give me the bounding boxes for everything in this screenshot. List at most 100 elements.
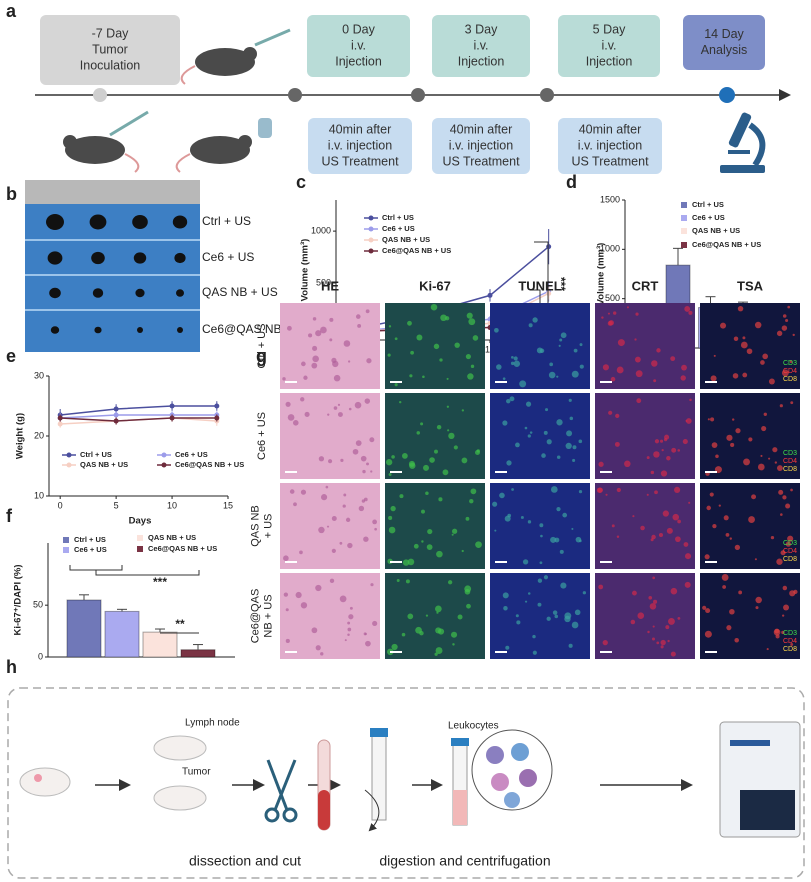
micrograph-texture [448,432,455,440]
legend-label: Ctrl + US [80,450,112,459]
micrograph-texture [527,592,531,595]
panel-label: g [256,346,267,366]
micrograph-texture [331,548,336,553]
tumor [133,252,147,264]
micrograph-texture [634,356,641,363]
micrograph-texture [615,413,620,418]
treatment-box [558,118,662,174]
micrograph-texture [312,317,317,321]
micrograph-texture [332,360,339,368]
micrograph-texture [348,407,352,411]
workflow-caption: digestion and centrifugation [379,853,550,869]
timeline-dot [411,88,425,102]
micrograph-texture [283,592,289,597]
micrograph-texture [793,589,798,595]
micrograph [490,573,590,659]
timeline-dot [93,88,107,102]
tumor-photo [25,180,200,352]
micrograph-texture [598,584,604,590]
micrograph-texture [616,535,620,538]
micrograph-texture [640,525,645,531]
micrograph-texture [451,533,454,536]
micrograph-texture [515,614,519,618]
scale-bar [495,471,507,473]
micrograph-texture [578,539,582,543]
micrograph-texture [385,459,393,466]
micrograph-texture [295,591,302,599]
micrograph-texture [347,627,352,632]
y-tick-label: 1000 [311,225,331,235]
box-text: i.v. injection [449,138,513,152]
scale-bar [705,471,717,473]
micrograph-texture [718,504,721,507]
micrograph-texture [365,640,371,647]
micrograph-texture [675,536,681,543]
panel-label: b [6,184,17,204]
workflow-label: Lymph node [185,718,240,729]
micrograph-texture [361,499,366,503]
micrograph-texture [554,614,559,619]
micrograph-texture [667,639,670,643]
legend-swatch [63,547,69,553]
panel-label: c [296,172,306,192]
micrograph-texture [457,614,463,620]
micrograph-texture [287,414,295,421]
micrograph-texture [781,325,788,331]
micrograph-texture [572,445,577,450]
legend-swatch [368,237,374,243]
box-text: i.v. injection [578,138,642,152]
micrograph-texture [566,430,573,437]
micrograph [280,573,380,659]
micrograph-texture [682,438,688,445]
data-point [113,412,119,418]
micrograph-texture [704,554,710,560]
micrograph-texture [407,320,412,326]
scale-bar [600,561,612,563]
panel-label: e [6,346,16,366]
micrograph-texture [792,333,795,337]
x-tick-label: 15 [223,500,233,510]
micrograph-texture [572,458,576,462]
micrograph-texture [710,375,717,382]
micrograph-texture [647,630,650,634]
micrograph-texture [782,314,787,318]
micrograph-texture [543,575,549,580]
micrograph [490,393,590,479]
box-text: US Treatment [571,154,649,168]
micrograph-texture [527,520,532,524]
micrograph-texture [652,637,655,641]
workflow-caption: dissection and cut [189,853,301,869]
micrograph-texture [774,461,778,464]
micrograph-texture [539,348,545,354]
micrograph-texture [304,411,310,417]
micrograph-texture [748,437,753,442]
micrograph-texture [677,449,681,452]
micrograph-texture [712,523,717,529]
micrograph-texture [684,581,691,588]
micrograph-texture [301,361,306,367]
micrograph-texture [681,364,687,371]
micrograph-texture [344,639,347,642]
micrograph-texture [664,434,670,440]
micrograph-texture [399,494,404,499]
micrograph-texture [331,516,337,522]
significance: *** [554,277,568,291]
data-point [113,406,119,412]
micrograph-texture [656,641,660,645]
micrograph-texture [509,396,515,402]
micrograph [595,393,695,479]
micrograph-texture [754,558,757,561]
y-tick-label: 0 [38,651,43,661]
micrograph-texture [362,469,366,474]
tumor [172,215,188,229]
scale-bar [600,651,612,653]
micrograph [280,393,380,479]
micrograph-texture [461,457,468,464]
micrograph-texture [420,422,424,426]
micrograph-texture [607,312,610,315]
micrograph-texture [410,350,414,355]
micrograph-texture [328,459,333,464]
micrograph-texture [710,417,715,422]
micrograph-texture [705,608,711,614]
row-label: NB + US [262,594,274,637]
